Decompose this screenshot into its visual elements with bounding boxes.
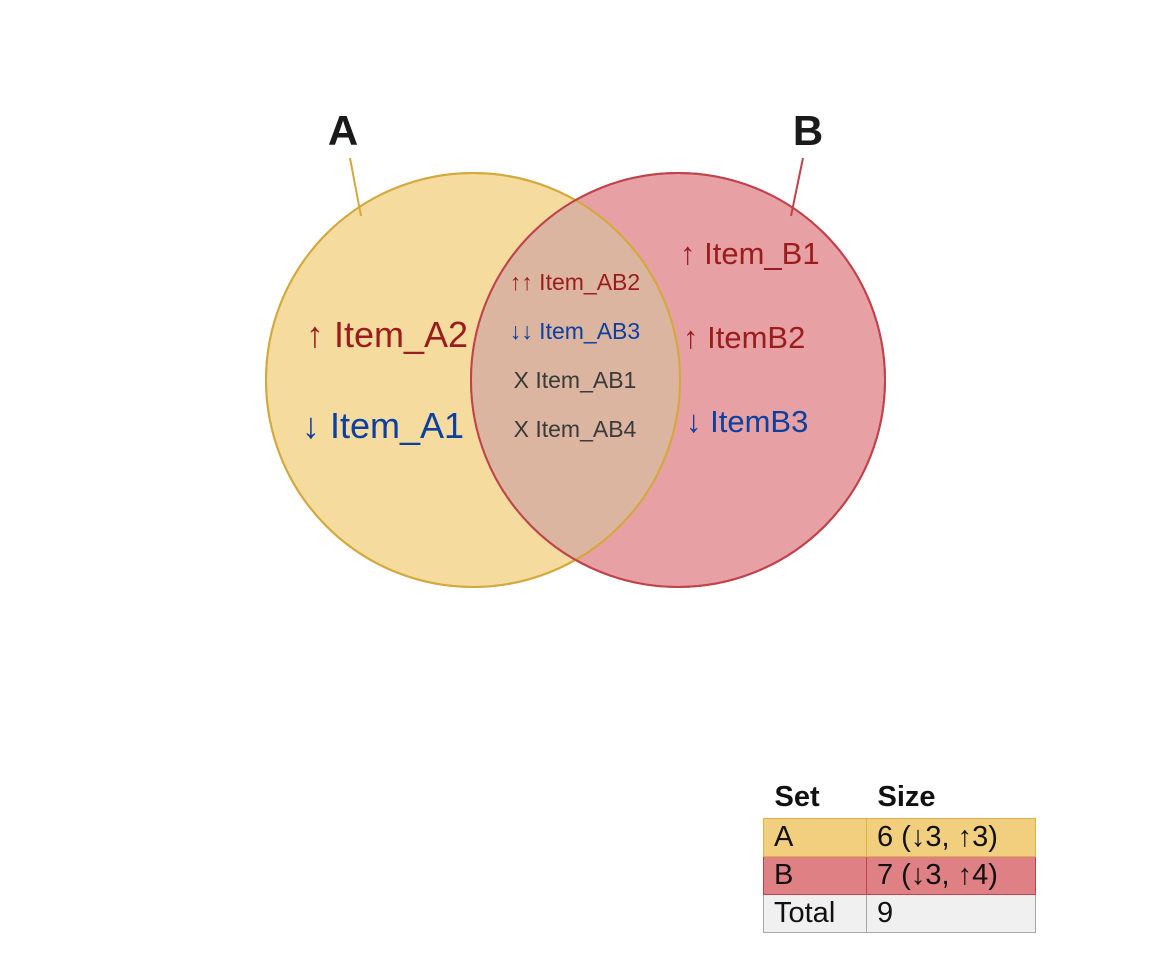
ab-item: X Item_AB4 [514, 416, 637, 442]
set-b-leader-line [790, 157, 804, 217]
intersection-region [471, 173, 680, 587]
a-only-item: ↓ Item_A1 [302, 405, 464, 446]
legend-header-set: Set [774, 781, 820, 813]
set-b-title: B [793, 107, 823, 154]
legend-row-total: Total 9 [763, 894, 1036, 933]
a-only-item: ↑ Item_A2 [306, 314, 468, 355]
set-a-outline [265, 172, 681, 588]
legend-size-cell: 9 [866, 894, 1036, 933]
set-a-title: A [328, 107, 358, 154]
legend-set-cell: Total [763, 894, 867, 933]
legend-set-cell: A [763, 818, 867, 857]
legend-set-cell: B [763, 856, 867, 895]
set-size-legend: Set Size A 6 (↓3, ↑3) B 7 (↓3, ↑4) Total… [763, 781, 1036, 933]
legend-row-a: A 6 (↓3, ↑3) [763, 818, 1036, 857]
b-only-item: ↓ ItemB3 [686, 404, 808, 439]
b-only-item: ↑ Item_B1 [680, 236, 820, 271]
b-only-item: ↑ ItemB2 [683, 320, 805, 355]
ab-item: ↑↑ Item_AB2 [510, 269, 640, 295]
set-a-leader-line [349, 157, 362, 217]
legend-header-size: Size [877, 781, 936, 813]
set-b-outline [470, 172, 886, 588]
legend-header-row: Set Size [764, 781, 1036, 819]
legend-size-cell: 6 (↓3, ↑3) [866, 818, 1036, 857]
ab-item: ↓↓ Item_AB3 [510, 318, 640, 344]
legend-size-cell: 7 (↓3, ↑4) [866, 856, 1036, 895]
legend-row-b: B 7 (↓3, ↑4) [763, 856, 1036, 895]
ab-item: X Item_AB1 [514, 367, 637, 393]
